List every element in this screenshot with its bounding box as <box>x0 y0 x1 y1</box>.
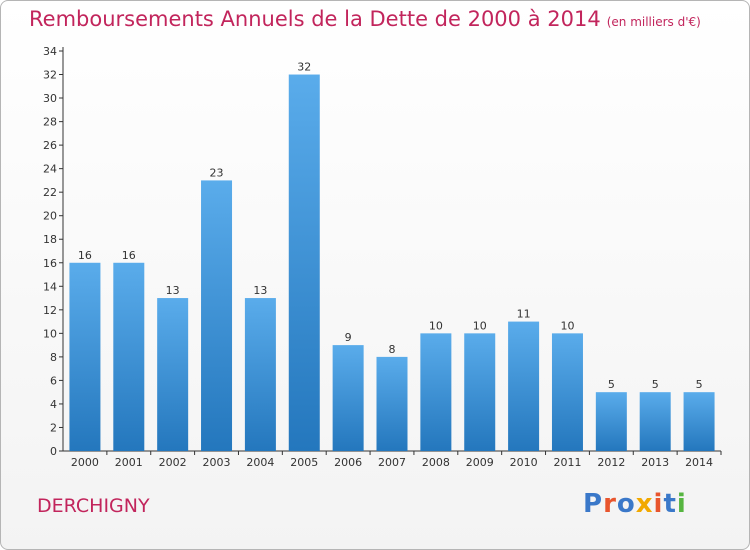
x-tick-label: 2013 <box>641 456 669 469</box>
y-tick-label: 10 <box>43 327 57 340</box>
logo-letter: o <box>616 489 636 519</box>
y-tick-label: 16 <box>43 257 57 270</box>
bar <box>683 392 715 451</box>
x-tick-label: 2014 <box>685 456 713 469</box>
y-tick-label: 30 <box>43 92 57 105</box>
logo-letter: t <box>663 489 677 519</box>
y-tick-label: 14 <box>43 280 57 293</box>
y-tick-label: 24 <box>43 163 57 176</box>
bar-value-label: 5 <box>608 378 615 391</box>
chart-unit: (en milliers d'€) <box>606 15 701 29</box>
bar-value-label: 10 <box>560 319 574 332</box>
bar <box>113 262 145 451</box>
x-tick-label: 2010 <box>510 456 538 469</box>
bar <box>332 345 364 451</box>
x-tick-label: 2003 <box>203 456 231 469</box>
y-tick-label: 12 <box>43 304 57 317</box>
bar <box>69 262 101 451</box>
bar-value-label: 9 <box>345 331 352 344</box>
y-tick-label: 18 <box>43 233 57 246</box>
y-tick-label: 8 <box>50 351 57 364</box>
x-tick-label: 2004 <box>246 456 274 469</box>
y-tick-label: 22 <box>43 186 57 199</box>
bar <box>376 356 408 451</box>
y-tick-label: 0 <box>50 445 57 458</box>
x-tick-label: 2000 <box>71 456 99 469</box>
x-tick-label: 2001 <box>115 456 143 469</box>
bar-value-label: 23 <box>210 166 224 179</box>
bar-value-label: 16 <box>122 249 136 262</box>
bar <box>639 392 671 451</box>
bar <box>420 333 452 451</box>
y-tick-label: 20 <box>43 210 57 223</box>
x-tick-label: 2009 <box>466 456 494 469</box>
y-tick-label: 32 <box>43 69 57 82</box>
bar <box>288 74 320 451</box>
logo-letter: x <box>635 489 654 519</box>
x-tick-label: 2007 <box>378 456 406 469</box>
bar <box>508 321 540 451</box>
logo-letter: P <box>583 489 604 519</box>
bar <box>201 180 233 452</box>
bar <box>551 333 583 451</box>
y-tick-label: 6 <box>50 374 57 387</box>
bar-value-label: 5 <box>652 378 659 391</box>
bar <box>595 392 627 451</box>
bar-value-label: 13 <box>253 284 267 297</box>
bar-value-label: 32 <box>297 61 311 74</box>
bar-value-label: 11 <box>517 308 531 321</box>
chart-title: Remboursements Annuels de la Dette de 20… <box>29 7 601 31</box>
x-tick-label: 2011 <box>553 456 581 469</box>
logo-letter: r <box>603 489 617 519</box>
bar <box>157 298 189 451</box>
x-tick-label: 2005 <box>290 456 318 469</box>
bar-value-label: 10 <box>473 319 487 332</box>
bar-value-label: 8 <box>389 343 396 356</box>
bar-value-label: 10 <box>429 319 443 332</box>
bar <box>244 298 276 451</box>
chart-title-block: Remboursements Annuels de la Dette de 20… <box>29 7 701 31</box>
bar-value-label: 5 <box>696 378 703 391</box>
y-tick-label: 26 <box>43 139 57 152</box>
y-tick-label: 4 <box>50 398 57 411</box>
logo-letter: i <box>653 489 664 519</box>
y-tick-label: 2 <box>50 421 57 434</box>
y-tick-label: 28 <box>43 116 57 129</box>
logo-letter: i <box>676 489 687 519</box>
bar-value-label: 13 <box>166 284 180 297</box>
x-tick-label: 2002 <box>159 456 187 469</box>
x-tick-label: 2006 <box>334 456 362 469</box>
y-tick-label: 34 <box>43 45 57 58</box>
commune-name: DERCHIGNY <box>37 495 150 517</box>
x-tick-label: 2012 <box>597 456 625 469</box>
bar <box>464 333 496 451</box>
x-tick-label: 2008 <box>422 456 450 469</box>
proxiti-logo: Proxiti <box>583 489 687 519</box>
bar-value-label: 16 <box>78 249 92 262</box>
